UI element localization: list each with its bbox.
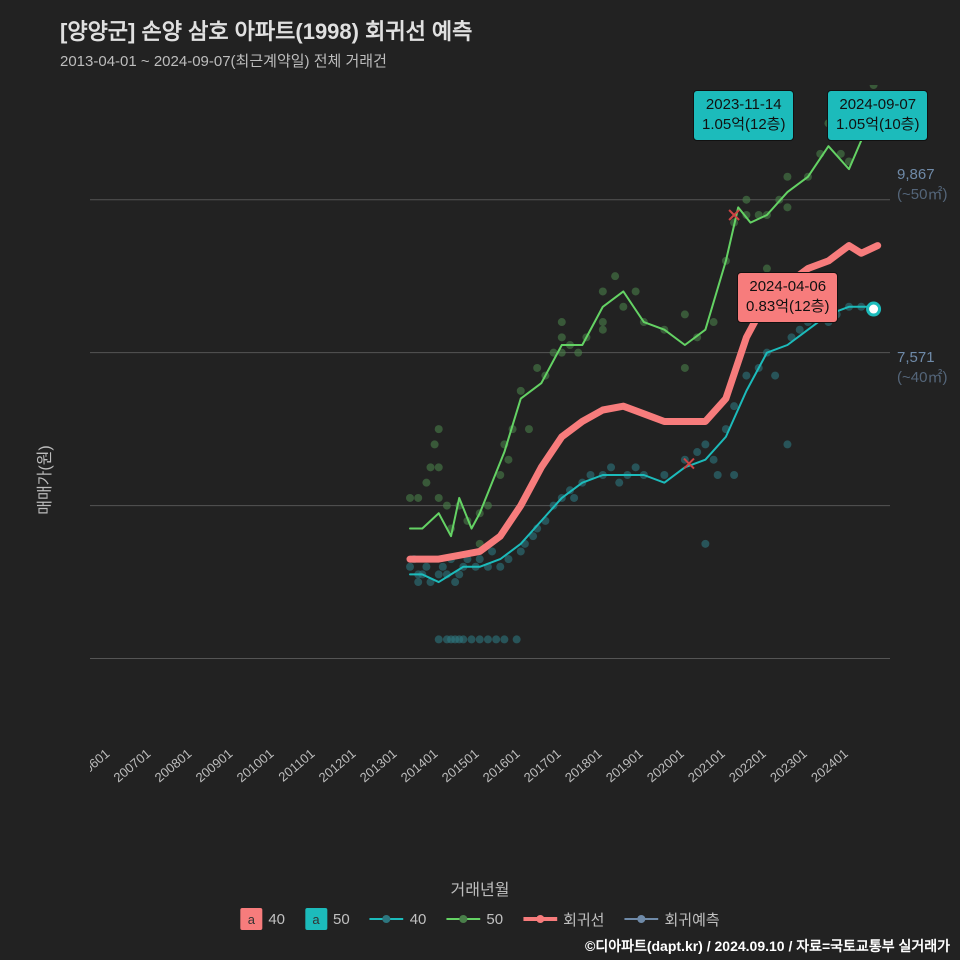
svg-text:200601: 200601 [90,746,112,785]
chart-plot: 0.3억0.5억0.7억0.9억200601200701200801200901… [90,85,930,805]
callout-regression: 2024-04-060.83억(12층) [737,272,838,323]
svg-text:201801: 201801 [562,746,605,785]
legend-box-40: a 40 [240,908,285,930]
svg-text:201701: 201701 [521,746,564,785]
callout-50-prev: 2023-11-141.05억(12층) [693,90,794,141]
svg-text:200701: 200701 [111,746,154,785]
legend-box-50: a 50 [305,908,350,930]
chart-header: [양양군] 손양 삼호 아파트(1998) 회귀선 예측 2013-04-01 … [60,14,472,71]
legend-scatter-40: 40 [370,911,427,928]
svg-text:201001: 201001 [234,746,277,785]
svg-text:202101: 202101 [685,746,728,785]
svg-text:202301: 202301 [767,746,810,785]
legend-prediction: 회귀예측 [624,909,719,930]
svg-text:201501: 201501 [439,746,482,785]
chart-footer: ©디아파트(dapt.kr) / 2024.09.10 / 자료=국토교통부 실… [585,936,950,956]
svg-text:201901: 201901 [603,746,646,785]
svg-text:201601: 201601 [480,746,523,785]
svg-text:202201: 202201 [726,746,769,785]
svg-text:201301: 201301 [357,746,400,785]
chart-subtitle: 2013-04-01 ~ 2024-09-07(최근계약일) 전체 거래건 [60,50,472,71]
svg-text:201401: 201401 [398,746,441,785]
svg-text:200901: 200901 [193,746,236,785]
legend-scatter-50: 50 [446,911,503,928]
endlabel-50: 9,867(~50㎡) [897,165,947,204]
endlabel-40: 7,571(~40㎡) [897,348,947,387]
chart-title: [양양군] 손양 삼호 아파트(1998) 회귀선 예측 [60,14,472,46]
legend-regression: 회귀선 [523,909,604,930]
chart-legend: a 40 a 50 40 50 회귀선 회귀예측 [240,908,719,930]
callout-50-latest: 2024-09-071.05억(10층) [827,90,928,141]
svg-text:202401: 202401 [808,746,851,785]
svg-text:201201: 201201 [316,746,359,785]
y-axis-label: 매매가(원) [31,445,55,515]
x-axis-label: 거래년월 [451,876,510,900]
svg-text:201101: 201101 [275,746,317,785]
svg-text:200801: 200801 [152,746,195,785]
svg-text:202001: 202001 [644,746,687,785]
